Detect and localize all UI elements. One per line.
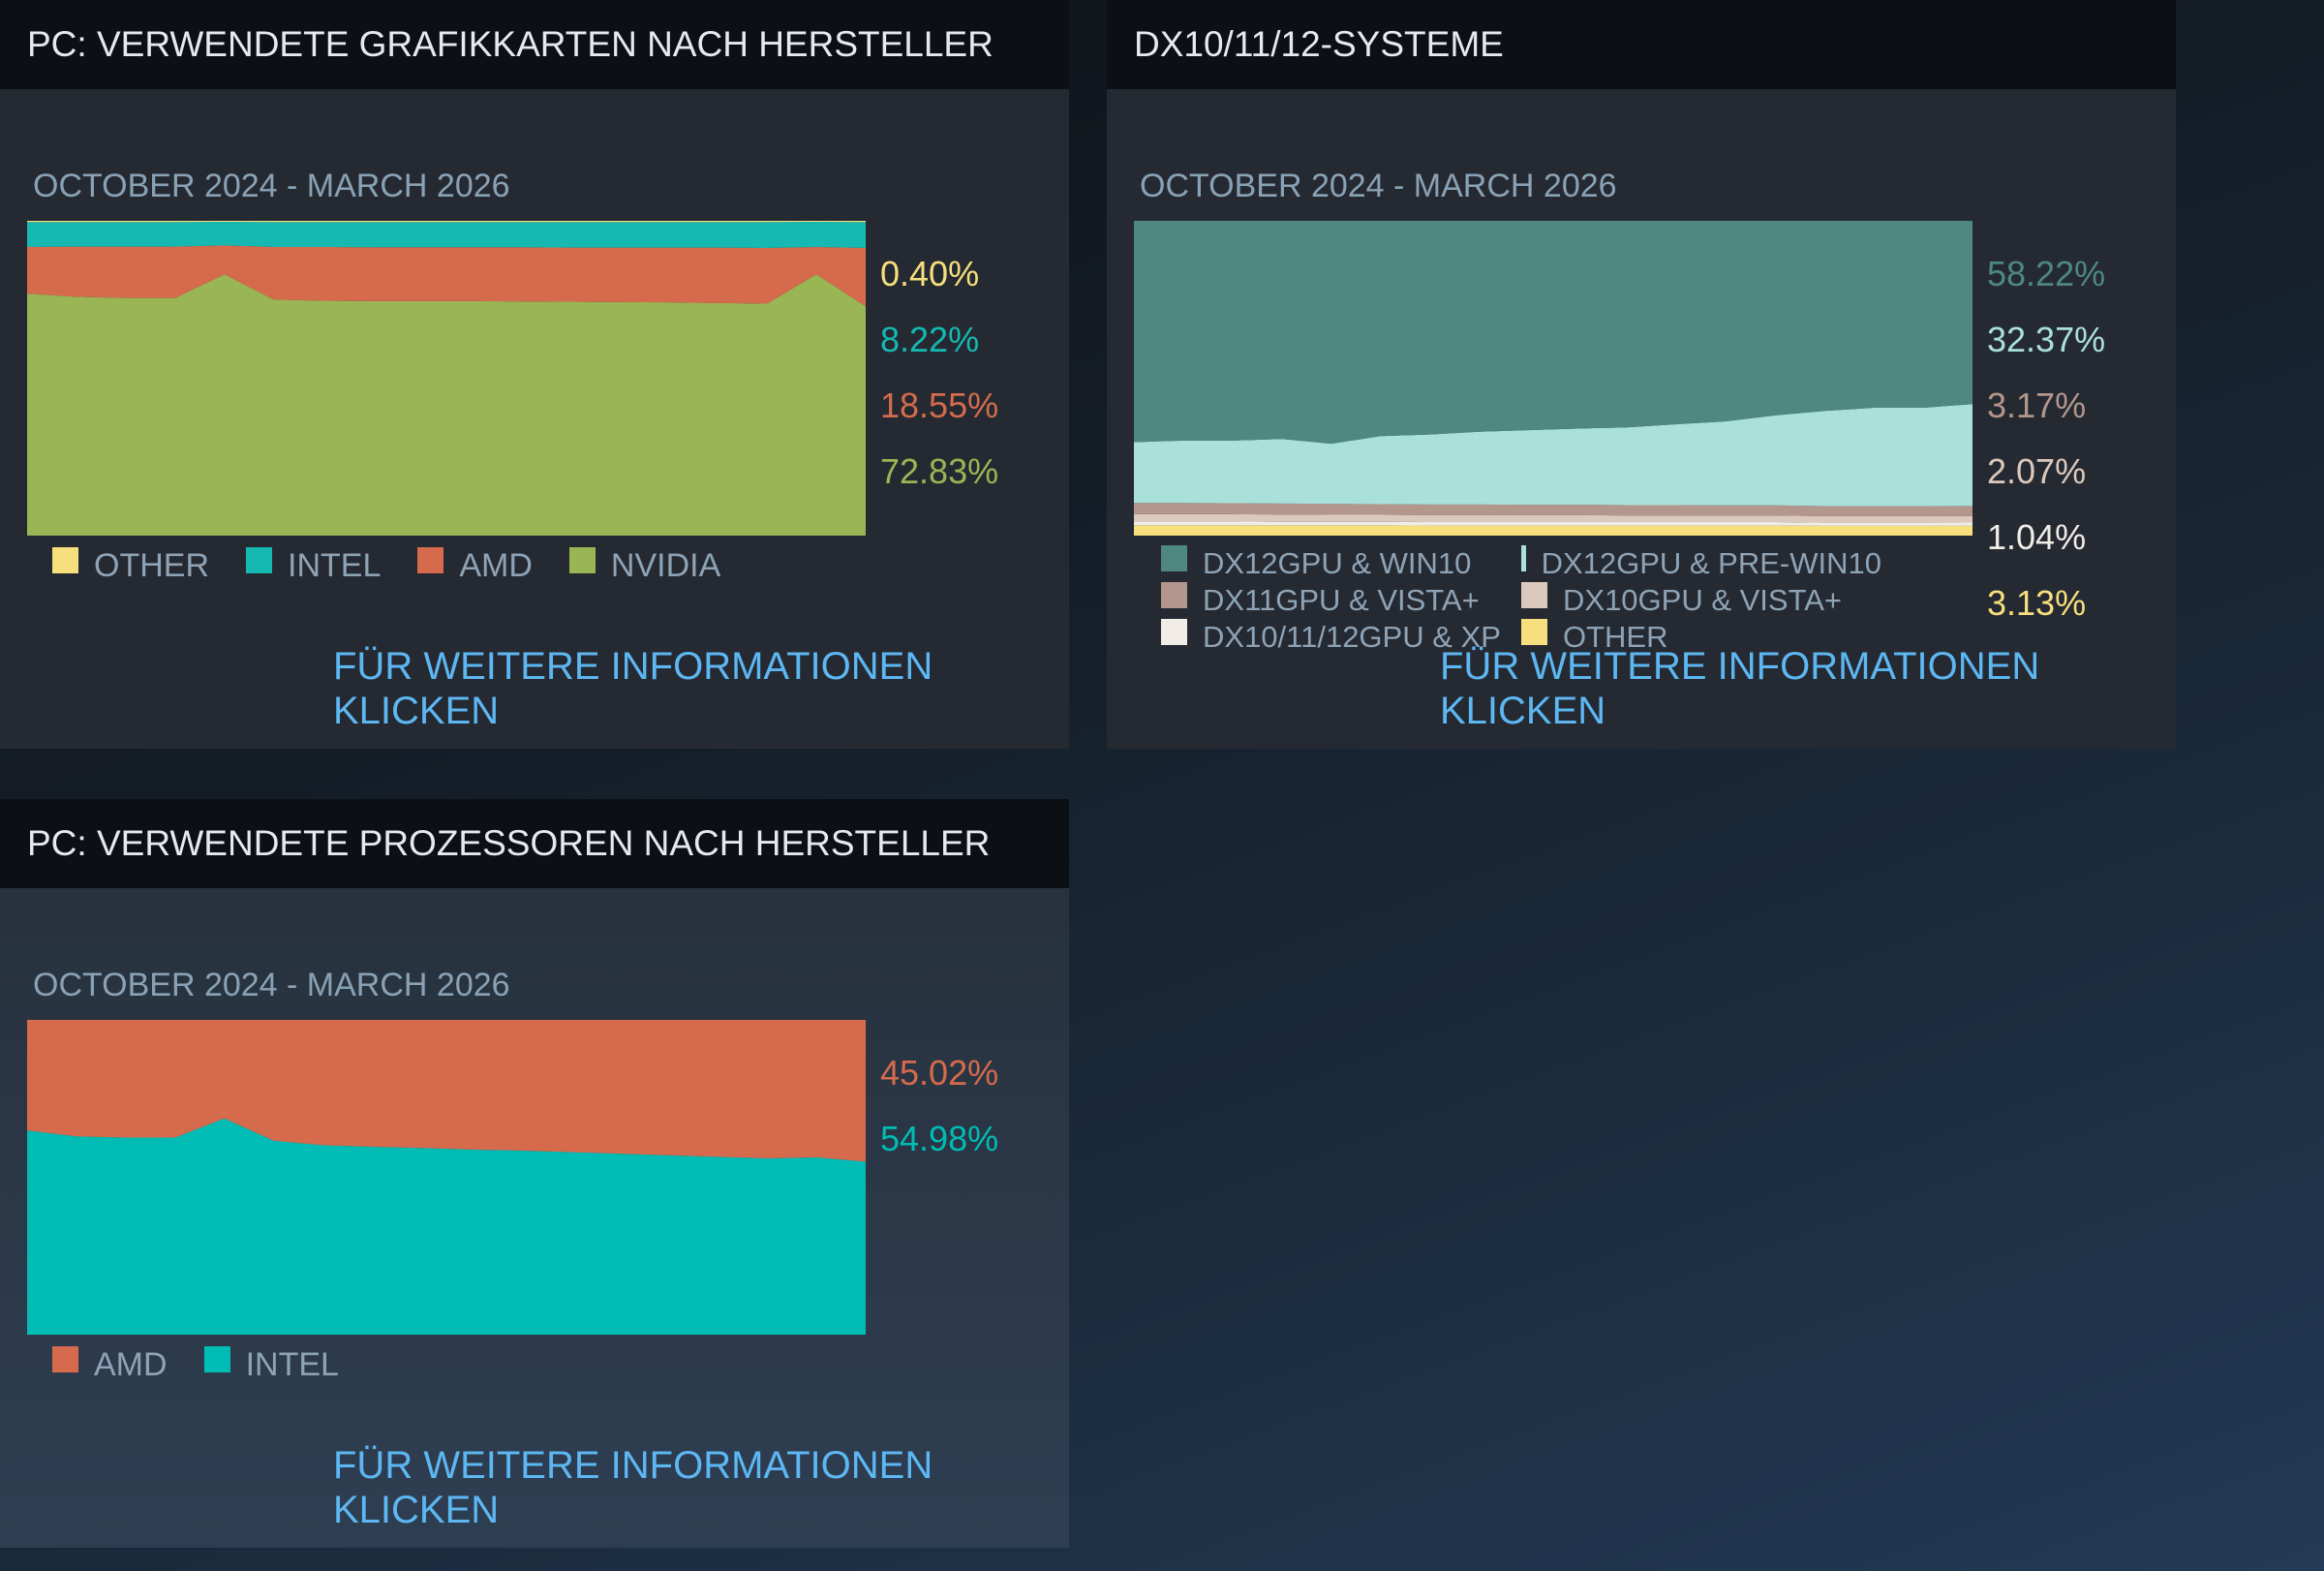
- value-label: 3.13%: [1987, 583, 2087, 623]
- legend-swatch: [1521, 618, 1547, 645]
- legend-label: INTEL: [288, 547, 382, 584]
- legend-item: INTEL: [246, 547, 381, 585]
- legend-item: AMD: [52, 1346, 168, 1384]
- panel-header: DX10/11/12-SYSTEME: [1107, 0, 2176, 89]
- panel: PC: VERWENDETE GRAFIKKARTEN NACH HERSTEL…: [0, 0, 1069, 749]
- value-label: 32.37%: [1987, 320, 2106, 359]
- date-range: OCTOBER 2024 - MARCH 2026: [1140, 168, 1617, 204]
- legend-label: DX12GPU & WIN10: [1203, 546, 1472, 580]
- area-segment: [1134, 521, 1972, 526]
- area-segment: [1134, 525, 1972, 536]
- more-info-link[interactable]: FÜR WEITERE INFORMATIONEN KLICKEN: [1440, 645, 2040, 732]
- legend-item: DX12GPU & PRE-WIN10: [1521, 544, 1881, 582]
- panel-title: PC: VERWENDETE PROZESSOREN NACH HERSTELL…: [27, 823, 991, 863]
- value-label: 54.98%: [880, 1119, 999, 1158]
- area-segment: [1134, 221, 1972, 445]
- area-segment: [27, 221, 866, 223]
- panel: DX10/11/12-SYSTEME OCTOBER 2024 - MARCH 2…: [1107, 0, 2176, 749]
- legend-label: INTEL: [245, 1346, 339, 1383]
- legend-item: DX10GPU & VISTA+: [1521, 581, 1881, 619]
- panel-title: DX10/11/12-SYSTEME: [1134, 24, 1504, 64]
- more-info-link[interactable]: FÜR WEITERE INFORMATIONEN KLICKEN: [333, 645, 933, 732]
- legend-item: INTEL: [203, 1346, 339, 1384]
- legend: AMD INTEL: [52, 1346, 339, 1384]
- legend-swatch: [568, 547, 596, 573]
- legend-swatch: [52, 1346, 78, 1372]
- area-segment: [27, 221, 866, 249]
- legend-swatch: [246, 547, 272, 573]
- panel: PC: VERWENDETE PROZESSOREN NACH HERSTELL…: [0, 799, 1069, 1548]
- legend-swatch: [203, 1346, 230, 1372]
- legend-label: DX10/11/12GPU & XP: [1203, 620, 1501, 654]
- panel-header: PC: VERWENDETE PROZESSOREN NACH HERSTELL…: [0, 799, 1069, 888]
- legend-swatch: [1521, 544, 1526, 571]
- value-label: 18.55%: [880, 385, 999, 425]
- legend-item: NVIDIA: [568, 547, 721, 585]
- area-segment: [1134, 513, 1972, 523]
- legend-label: OTHER: [1563, 620, 1668, 654]
- legend-label: DX10GPU & VISTA+: [1563, 583, 1843, 617]
- area-segment: [27, 1118, 866, 1335]
- legend-label: OTHER: [94, 547, 209, 584]
- legend-swatch: [1161, 544, 1187, 571]
- area-segment: [27, 274, 866, 536]
- value-label: 0.40%: [880, 254, 980, 293]
- chart: [1134, 221, 1972, 536]
- legend-swatch: [1161, 618, 1187, 645]
- legend-label: DX11GPU & VISTA+: [1203, 583, 1480, 617]
- area-segment: [1134, 503, 1972, 516]
- area-segment: [1134, 404, 1972, 507]
- legend-label: NVIDIA: [610, 547, 721, 584]
- legend-label: AMD: [459, 547, 533, 584]
- legend: OTHER INTEL AMD NVIDIA: [52, 547, 720, 585]
- date-range: OCTOBER 2024 - MARCH 2026: [33, 967, 510, 1003]
- legend-label: AMD: [94, 1346, 168, 1383]
- area-segment: [27, 1020, 866, 1162]
- more-info-link[interactable]: FÜR WEITERE INFORMATIONEN KLICKEN: [333, 1444, 933, 1531]
- chart: [27, 1020, 866, 1335]
- legend-swatch: [1521, 581, 1547, 608]
- area-segment: [27, 245, 866, 307]
- legend-item: OTHER: [1521, 618, 1881, 656]
- legend-item: OTHER: [52, 547, 209, 585]
- legend-label: DX12GPU & PRE-WIN10: [1541, 546, 1881, 580]
- legend: DX12GPU & WIN10 DX12GPU & PRE-WIN10 DX11GP…: [1161, 544, 1881, 656]
- value-label: 3.17%: [1987, 385, 2087, 425]
- legend-item: AMD: [417, 547, 533, 585]
- legend-swatch: [1161, 581, 1187, 608]
- legend-swatch: [52, 547, 78, 573]
- panel-header: PC: VERWENDETE GRAFIKKARTEN NACH HERSTEL…: [0, 0, 1069, 89]
- panel-title: PC: VERWENDETE GRAFIKKARTEN NACH HERSTEL…: [27, 24, 994, 64]
- legend-swatch: [417, 547, 444, 573]
- value-label: 58.22%: [1987, 254, 2106, 293]
- value-label: 1.04%: [1987, 517, 2087, 557]
- legend-item: DX12GPU & WIN10: [1161, 544, 1521, 582]
- value-label: 45.02%: [880, 1053, 999, 1093]
- value-label: 2.07%: [1987, 451, 2087, 491]
- legend-item: DX11GPU & VISTA+: [1161, 581, 1521, 619]
- value-label: 8.22%: [880, 320, 980, 359]
- date-range: OCTOBER 2024 - MARCH 2026: [33, 168, 510, 204]
- chart: [27, 221, 866, 536]
- legend-item: DX10/11/12GPU & XP: [1161, 618, 1521, 656]
- value-label: 72.83%: [880, 451, 999, 491]
